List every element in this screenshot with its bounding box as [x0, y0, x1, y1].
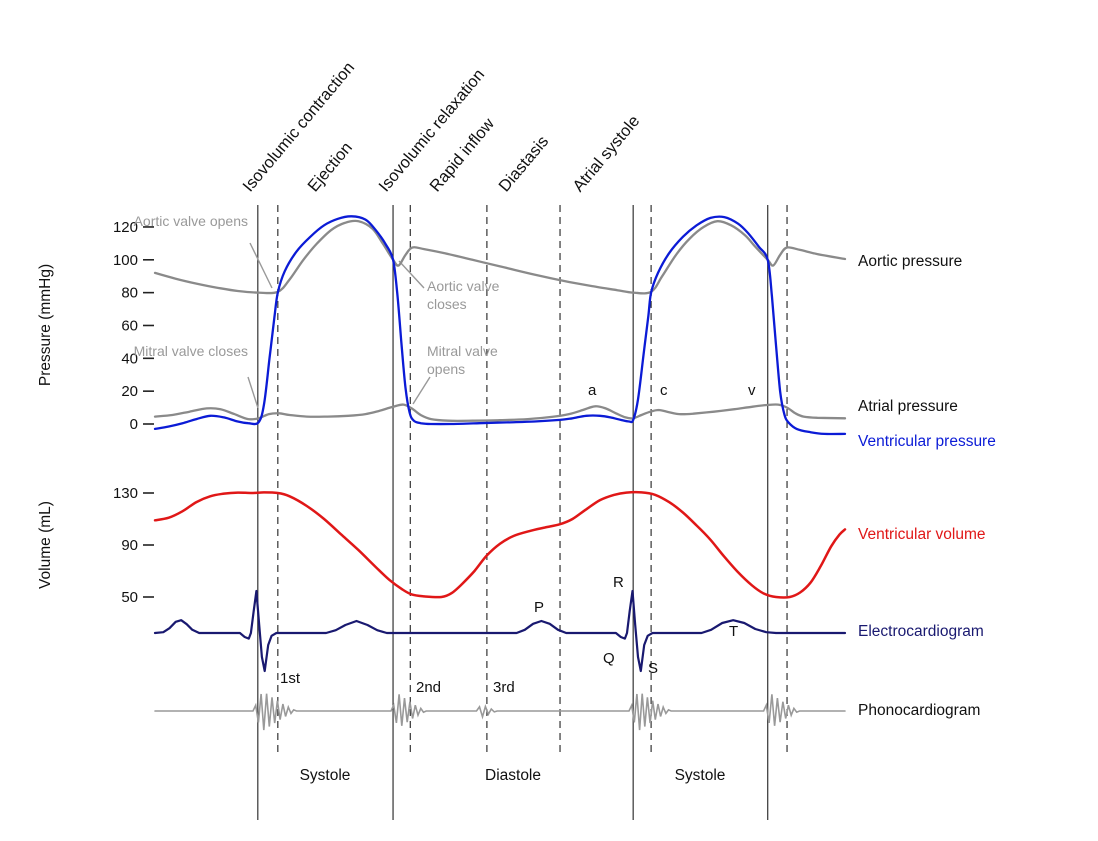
atrial-pressure-curve	[153, 403, 847, 423]
heart-sound-1st-label: 1st	[280, 670, 301, 687]
atrial-v-wave-label: v	[748, 382, 756, 399]
annotation-mitral-valve-opens: Mitral valve opens	[427, 343, 498, 377]
pressure-tick-label: 0	[130, 416, 138, 433]
annotation-leader-line	[412, 376, 431, 405]
pressure-tick-label: 40	[121, 350, 138, 367]
heart-sound-3rd-label: 3rd	[493, 679, 515, 696]
ecg-r-wave-label: R	[613, 574, 624, 591]
region-label-diastole: Diastole	[485, 767, 541, 784]
series-label-aortic-pressure: Aortic pressure	[858, 253, 963, 270]
ecg-t-wave-label: T	[729, 623, 739, 640]
pressure-tick-label: 60	[121, 317, 138, 334]
pressure-tick-label: 80	[121, 285, 138, 302]
series-label-ventricular-pressure: Ventricular pressure	[858, 433, 996, 450]
phonocardiogram-curve	[154, 693, 846, 731]
pressure-tick-label: 100	[113, 252, 138, 269]
volume-tick-label: 130	[113, 485, 138, 502]
series-label-phonocardiogram: Phonocardiogram	[858, 702, 981, 719]
pressure-axis-title: Pressure (mmHg)	[37, 263, 54, 387]
ecg-s-wave-label: S	[648, 660, 659, 677]
annotation-aortic-valve-opens: Aortic valve opens	[133, 213, 248, 229]
region-label-systole-2: Systole	[674, 767, 726, 784]
series-label-electrocardiogram: Electrocardiogram	[858, 623, 984, 640]
pressure-tick-label: 120	[113, 219, 138, 236]
series-label-ventricular-volume: Ventricular volume	[858, 526, 986, 543]
volume-axis-title: Volume (mL)	[37, 501, 54, 589]
pressure-tick-label: 20	[121, 383, 138, 400]
aortic-pressure-curve	[153, 219, 847, 295]
atrial-a-wave-label: a	[588, 382, 597, 399]
volume-tick-label: 90	[121, 537, 138, 554]
ecg-q-wave-label: Q	[603, 650, 615, 667]
heart-sound-2nd-label: 2nd	[416, 679, 442, 696]
annotation-mitral-valve-closes: Mitral valve closes	[133, 343, 248, 359]
ecg-p-wave-label: P	[534, 599, 545, 616]
annotation-leader-line	[247, 376, 259, 409]
volume-tick-label: 50	[121, 589, 138, 606]
ventricular-pressure-curve	[153, 215, 847, 436]
region-label-systole-1: Systole	[299, 767, 351, 784]
annotation-leader-line	[249, 242, 273, 289]
electrocardiogram-curve	[153, 589, 847, 673]
annotation-aortic-valve-closes: Aortic valve closes	[427, 278, 500, 312]
series-label-atrial-pressure: Atrial pressure	[858, 398, 958, 415]
ventricular-volume-curve	[153, 490, 847, 599]
atrial-c-wave-label: c	[660, 382, 668, 399]
annotation-leader-line	[398, 260, 425, 289]
